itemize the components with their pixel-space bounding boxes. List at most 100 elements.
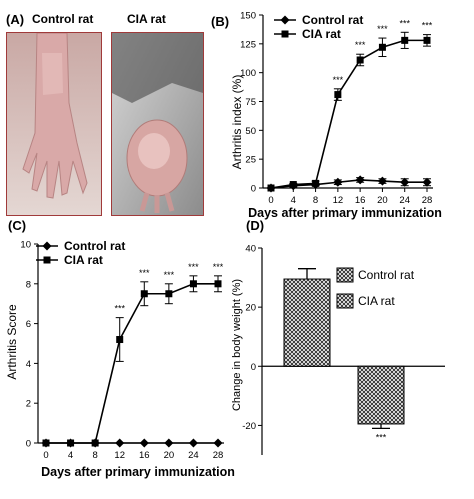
data-point-c-1 bbox=[214, 280, 222, 288]
photo-cia-rat-paw bbox=[111, 32, 204, 216]
legend-marker-c bbox=[43, 256, 51, 264]
x-tick-label-c: 8 bbox=[92, 450, 97, 461]
significance-label-b: *** bbox=[377, 24, 388, 34]
panel-label-a: (A) bbox=[6, 12, 25, 27]
y-tick-label-d: -20 bbox=[242, 421, 256, 432]
y-tick-label-c: 4 bbox=[26, 359, 31, 370]
legend-label-c: Control rat bbox=[64, 239, 125, 253]
y-tick-label-c: 8 bbox=[26, 279, 31, 290]
x-tick-label-c: 24 bbox=[188, 450, 199, 461]
y-tick-label-c: 0 bbox=[26, 439, 31, 450]
significance-label-c: *** bbox=[188, 262, 199, 272]
series-line-b-1 bbox=[270, 39, 427, 189]
data-point-b-1 bbox=[312, 179, 320, 187]
legend-label-c: CIA rat bbox=[64, 253, 103, 267]
data-point-b-0 bbox=[422, 177, 432, 187]
x-tick-label-b: 8 bbox=[313, 195, 318, 206]
y-axis-label-b: Arthritis index (%) bbox=[230, 75, 244, 170]
y-tick-label-b: 0 bbox=[251, 184, 256, 195]
x-tick-label-b: 4 bbox=[291, 195, 296, 206]
significance-label-b: *** bbox=[355, 40, 366, 50]
chart-d: (D) Change in body weight (%) -20 0 20 40 **… bbox=[231, 218, 445, 455]
legend-label-b: CIA rat bbox=[302, 27, 341, 41]
panel-label-d: (D) bbox=[246, 218, 264, 233]
data-point-b-0 bbox=[400, 177, 410, 187]
y-tick-label-c: 6 bbox=[26, 319, 31, 330]
legend-label-d: CIA rat bbox=[358, 294, 395, 308]
x-tick-label-c: 0 bbox=[43, 450, 48, 461]
panel-label-c: (C) bbox=[8, 218, 26, 233]
significance-label-c: *** bbox=[213, 262, 224, 272]
data-point-b-1 bbox=[356, 56, 364, 64]
bar-1 bbox=[357, 365, 405, 425]
data-point-c-1 bbox=[42, 439, 50, 447]
data-point-c-1 bbox=[116, 336, 124, 344]
y-tick-label-b: 75 bbox=[245, 97, 256, 108]
significance-label-c: *** bbox=[139, 268, 150, 278]
photo-title-control: Control rat bbox=[32, 12, 94, 26]
y-tick-label-d: 0 bbox=[251, 362, 256, 373]
data-point-b-1 bbox=[401, 36, 409, 44]
y-tick-label-b: 50 bbox=[245, 126, 256, 137]
x-axis-label-b: Days after primary immunization bbox=[248, 206, 442, 220]
x-tick-label-c: 20 bbox=[164, 450, 175, 461]
x-tick-label-b: 16 bbox=[355, 195, 366, 206]
x-tick-label-b: 28 bbox=[422, 195, 433, 206]
series-line-c-1 bbox=[46, 282, 218, 444]
data-point-c-1 bbox=[165, 290, 173, 298]
panel-label-b: (B) bbox=[211, 14, 229, 29]
y-tick-label-c: 10 bbox=[20, 240, 31, 251]
legend-marker-b bbox=[281, 30, 289, 38]
y-tick-label-b: 150 bbox=[240, 11, 256, 22]
data-point-c-0 bbox=[213, 438, 223, 448]
data-point-b-0 bbox=[333, 177, 343, 187]
data-point-c-0 bbox=[188, 438, 198, 448]
data-point-b-0 bbox=[377, 176, 387, 186]
data-point-c-0 bbox=[139, 438, 149, 448]
data-point-c-0 bbox=[115, 438, 125, 448]
data-point-b-1 bbox=[378, 43, 386, 51]
x-tick-label-c: 12 bbox=[114, 450, 125, 461]
data-point-b-1 bbox=[334, 91, 342, 99]
photo-title-cia: CIA rat bbox=[127, 12, 166, 26]
x-tick-label-c: 4 bbox=[68, 450, 73, 461]
x-tick-label-b: 12 bbox=[333, 195, 344, 206]
x-tick-label-b: 0 bbox=[268, 195, 273, 206]
x-tick-label-c: 16 bbox=[139, 450, 150, 461]
legend-marker-b bbox=[280, 15, 290, 25]
legend-swatch-d bbox=[336, 293, 354, 309]
y-tick-label-c: 2 bbox=[26, 399, 31, 410]
chart-c: (C) Arthritis Score Days after primary i… bbox=[5, 218, 235, 479]
bar-0 bbox=[283, 278, 331, 367]
x-tick-label-b: 20 bbox=[377, 195, 388, 206]
y-axis-label-d: Change in body weight (%) bbox=[231, 279, 243, 411]
data-point-b-1 bbox=[423, 36, 431, 44]
data-point-c-1 bbox=[91, 439, 99, 447]
legend-label-d: Control rat bbox=[358, 268, 415, 282]
data-point-c-0 bbox=[164, 438, 174, 448]
photo-control-rat-paw bbox=[6, 32, 102, 216]
data-point-b-0 bbox=[355, 175, 365, 185]
data-point-b-1 bbox=[289, 181, 297, 189]
significance-label-b: *** bbox=[422, 21, 433, 31]
x-tick-label-c: 28 bbox=[213, 450, 224, 461]
y-tick-label-b: 25 bbox=[245, 155, 256, 166]
y-tick-label-b: 125 bbox=[240, 39, 256, 50]
y-tick-label-d: 40 bbox=[245, 244, 256, 255]
y-tick-label-d: 20 bbox=[245, 303, 256, 314]
data-point-b-1 bbox=[267, 184, 275, 192]
significance-label-b: *** bbox=[333, 75, 344, 85]
data-point-c-1 bbox=[140, 290, 148, 298]
significance-label-c: *** bbox=[114, 304, 125, 314]
data-point-c-1 bbox=[67, 439, 75, 447]
y-axis-label-c: Arthritis Score bbox=[5, 304, 19, 380]
x-axis-label-c: Days after primary immunization bbox=[41, 465, 235, 479]
x-tick-label-b: 24 bbox=[399, 195, 410, 206]
legend-marker-c bbox=[42, 241, 52, 251]
y-tick-label-b: 100 bbox=[240, 68, 256, 79]
data-point-c-1 bbox=[189, 280, 197, 288]
significance-label-d: *** bbox=[376, 432, 387, 442]
legend-label-b: Control rat bbox=[302, 13, 363, 27]
significance-label-c: *** bbox=[164, 270, 175, 280]
